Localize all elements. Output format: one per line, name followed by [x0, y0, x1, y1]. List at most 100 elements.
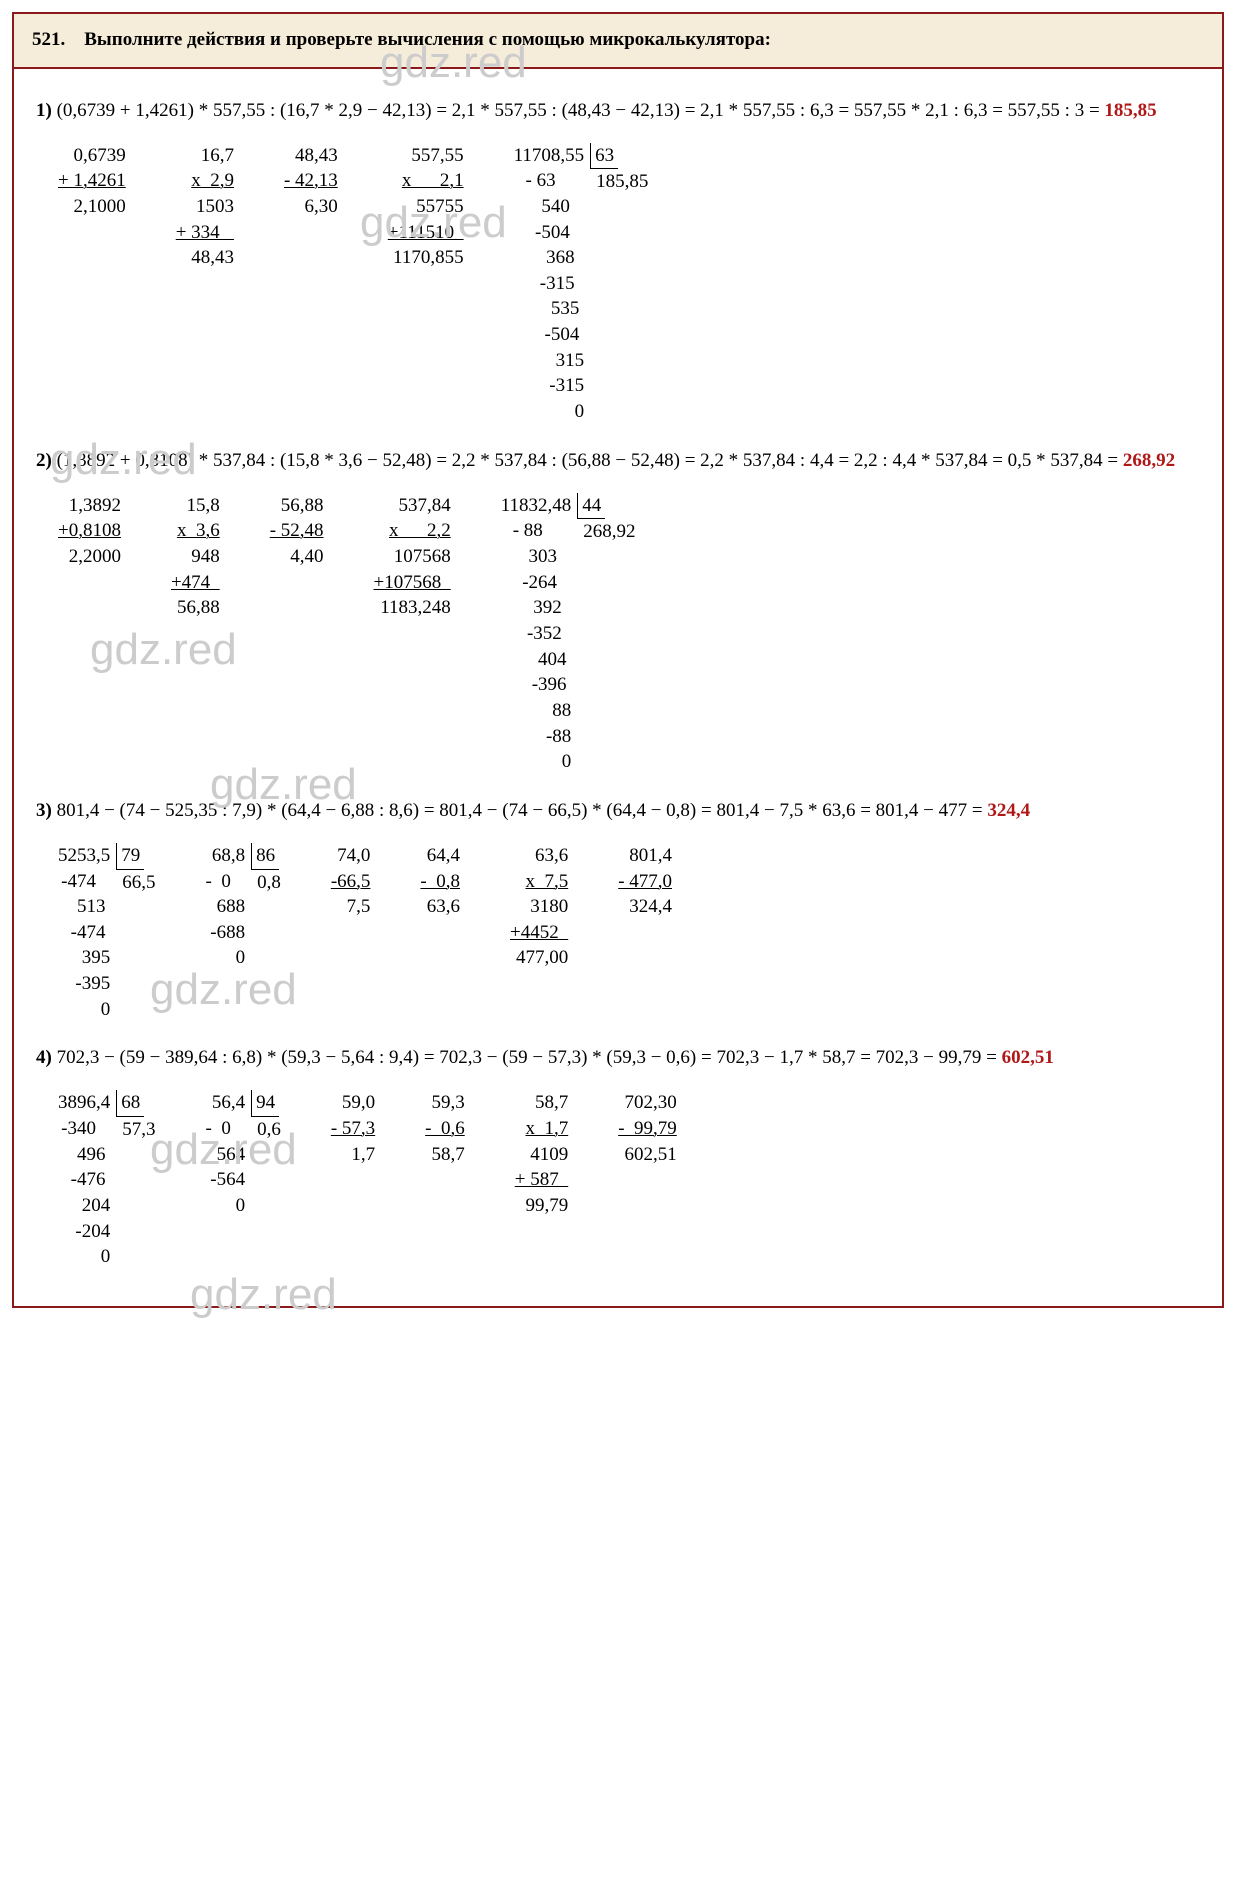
div-left: 11832,48- 88 303 -264 392 -352 404 -396 …	[501, 493, 572, 775]
v: 63,6	[535, 843, 568, 869]
expr-3-text: 801,4 − (74 − 525,35 : 7,9) * (64,4 − 6,…	[57, 800, 988, 821]
dividend: 3896,4	[58, 1090, 110, 1116]
quotient: 0,8	[251, 870, 281, 896]
v: - 42,13	[284, 168, 338, 194]
calc-2-sub: 56,88 - 52,48 4,40	[270, 493, 324, 570]
div-step: 315	[556, 348, 585, 374]
calc-1-div: 11708,55- 63 540 -504 368 -315 535 -504 …	[514, 143, 649, 425]
result-4: 602,51	[1002, 1047, 1054, 1068]
content-area: 1) (0,6739 + 1,4261) * 557,55 : (16,7 * …	[14, 69, 1222, 1306]
div-step: -688	[210, 920, 245, 946]
v: 63,6	[427, 894, 460, 920]
div-step: -88	[546, 724, 571, 750]
div-right: 44 268,92	[577, 493, 635, 545]
v: 48,43	[191, 245, 234, 271]
calc-3-sub3: 801,4 - 477,0 324,4	[618, 843, 672, 920]
div-step: 368	[546, 245, 584, 271]
div-step: -476	[71, 1167, 111, 1193]
v: 1170,855	[393, 245, 464, 271]
page-frame: 521. Выполните действия и проверьте вычи…	[12, 12, 1224, 1308]
v: 74,0	[337, 843, 370, 869]
div-step: 0	[101, 1244, 111, 1270]
divisor: 94	[251, 1090, 279, 1117]
div-step: 0	[236, 1193, 246, 1219]
calc-4-sub1: 59,0 - 57,3 1,7	[331, 1090, 375, 1167]
div-step: 535	[551, 296, 584, 322]
v: 602,51	[625, 1142, 677, 1168]
div-step: 513	[77, 894, 110, 920]
div-step: 303	[529, 544, 572, 570]
dividend: 68,8	[212, 843, 245, 869]
calc-3-div1: 5253,5-474 513 -474 395-3950 79 66,5	[58, 843, 156, 1022]
v: 1183,248	[380, 595, 451, 621]
div-step: -264	[522, 570, 571, 596]
div-step: 0	[562, 749, 572, 775]
calc-row-4: 3896,4-340 496 -476 204-2040 68 57,3 56,…	[58, 1090, 1200, 1269]
v: +4452	[510, 920, 568, 946]
v: 7,5	[347, 894, 371, 920]
label-2: 2)	[36, 450, 52, 471]
div-step: 564	[217, 1142, 246, 1168]
v: 64,4	[427, 843, 460, 869]
div-right: 63 185,85	[590, 143, 648, 195]
v: 59,3	[431, 1090, 464, 1116]
div-step: -352	[527, 621, 571, 647]
v: 4109	[530, 1142, 568, 1168]
v: + 334	[176, 220, 234, 246]
header-text: 521. Выполните действия и проверьте вычи…	[32, 26, 1204, 55]
expr-4: 4) 702,3 − (59 − 389,64 : 6,8) * (59,3 −…	[36, 1040, 1200, 1076]
div-step: - 63	[526, 168, 585, 194]
v: x 1,7	[525, 1116, 568, 1142]
divisor: 79	[116, 843, 144, 870]
v: 1,3892	[69, 493, 121, 519]
calc-4-sub2: 59,3 - 0,6 58,7	[425, 1090, 465, 1167]
v: - 477,0	[618, 869, 672, 895]
div-step: 0	[236, 945, 246, 971]
div-right: 68 57,3	[116, 1090, 155, 1142]
label-3: 3)	[36, 800, 52, 821]
calc-4-div2: 56,4- 0 564-5640 94 0,6	[206, 1090, 281, 1218]
v: x 2,9	[191, 168, 234, 194]
divisor: 44	[577, 493, 605, 520]
v: x 7,5	[525, 869, 568, 895]
div-right: 94 0,6	[251, 1090, 281, 1142]
v: 702,30	[625, 1090, 677, 1116]
div-step: -396	[532, 672, 572, 698]
v: 4,40	[290, 544, 323, 570]
divisor: 86	[251, 843, 279, 870]
div-step: 404	[538, 647, 571, 673]
dividend: 56,4	[212, 1090, 245, 1116]
calc-2-mul2: 537,84 x 2,2 107568 +107568 1183,248	[374, 493, 451, 621]
div-step: - 0	[206, 869, 246, 895]
problem-number: 521.	[32, 29, 65, 50]
v: - 52,48	[270, 518, 324, 544]
v: +474	[171, 570, 220, 596]
calc-3-sub1: 74,0 -66,5 7,5	[331, 843, 371, 920]
v: 58,7	[431, 1142, 464, 1168]
calc-3-sub2: 64,4 - 0,8 63,6	[420, 843, 460, 920]
v: x 3,6	[177, 518, 220, 544]
quotient: 0,6	[251, 1117, 281, 1143]
v: x 2,2	[389, 518, 451, 544]
div-step: 392	[533, 595, 571, 621]
div-step: 0	[101, 997, 111, 1023]
dividend: 5253,5	[58, 843, 110, 869]
div-step: -474	[71, 920, 111, 946]
quotient: 268,92	[577, 519, 635, 545]
quotient: 185,85	[590, 169, 648, 195]
div-step: - 88	[513, 518, 572, 544]
v: 324,4	[629, 894, 672, 920]
dividend: 11708,55	[514, 143, 585, 169]
v: 107568	[394, 544, 451, 570]
label-1: 1)	[36, 100, 52, 121]
div-left: 56,4- 0 564-5640	[206, 1090, 246, 1218]
v: -66,5	[331, 869, 371, 895]
v: x 2,1	[402, 168, 464, 194]
div-right: 86 0,8	[251, 843, 281, 895]
div-step: -340	[61, 1116, 110, 1142]
result-1: 185,85	[1104, 100, 1156, 121]
calc-row-2: 1,3892 +0,8108 2,2000 15,8 x 3,6 948 +47…	[58, 493, 1200, 775]
v: 16,7	[201, 143, 234, 169]
div-step: -204	[75, 1219, 110, 1245]
divisor: 68	[116, 1090, 144, 1117]
